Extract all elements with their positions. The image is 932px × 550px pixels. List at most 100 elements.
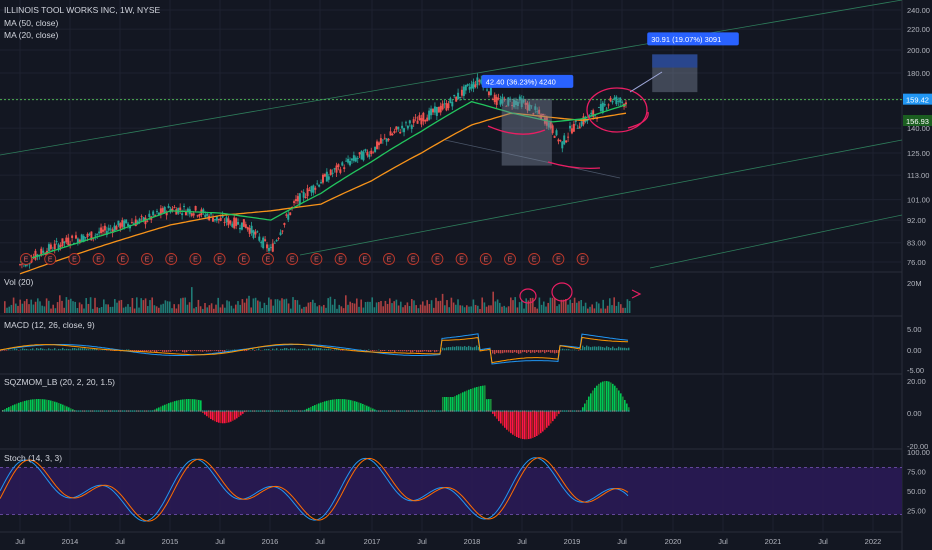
candle[interactable] <box>329 168 332 176</box>
candle[interactable] <box>624 100 627 108</box>
candle[interactable] <box>285 212 288 218</box>
earnings-marker[interactable]: E <box>189 253 202 265</box>
candle[interactable] <box>267 244 270 255</box>
candle[interactable] <box>530 105 533 109</box>
candle[interactable] <box>389 127 392 136</box>
candle[interactable] <box>130 218 133 224</box>
candle[interactable] <box>524 99 527 109</box>
candle[interactable] <box>499 95 502 107</box>
candle[interactable] <box>437 106 440 113</box>
candle[interactable] <box>416 116 419 124</box>
candle[interactable] <box>335 162 338 177</box>
candle[interactable] <box>266 241 269 252</box>
price-axis[interactable]: 240.00220.00200.00180.00160.00140.00125.… <box>903 6 932 267</box>
candle[interactable] <box>256 230 259 233</box>
candle[interactable] <box>260 240 263 248</box>
candle[interactable] <box>196 214 199 218</box>
candle[interactable] <box>459 96 462 101</box>
candle[interactable] <box>426 114 429 122</box>
candle[interactable] <box>470 80 473 92</box>
earnings-marker[interactable]: E <box>262 253 274 265</box>
candle[interactable] <box>555 128 558 137</box>
time-axis[interactable]: Jul 2014 Jul 2015 Jul 2016 Jul 2017 Jul 2018 Jul 20… <box>15 537 881 546</box>
earnings-marker[interactable]: E <box>431 253 444 265</box>
candle[interactable] <box>144 215 147 229</box>
candle[interactable] <box>184 209 187 216</box>
candle[interactable] <box>572 121 575 133</box>
candle[interactable] <box>487 90 490 98</box>
candle[interactable] <box>379 134 382 145</box>
candle[interactable] <box>433 102 436 116</box>
candle[interactable] <box>293 199 296 206</box>
candle[interactable] <box>493 92 496 105</box>
candle[interactable] <box>455 96 458 102</box>
candle[interactable] <box>547 121 550 130</box>
candle[interactable] <box>325 168 328 182</box>
candle[interactable] <box>360 150 363 160</box>
candle[interactable] <box>418 112 421 121</box>
candle[interactable] <box>489 87 492 96</box>
candle[interactable] <box>516 99 519 110</box>
candle[interactable] <box>376 139 379 150</box>
candle[interactable] <box>449 96 452 104</box>
earnings-marker[interactable]: E <box>455 253 468 265</box>
squeeze-momentum-pane[interactable]: 20.000.00-20.00 <box>2 377 928 451</box>
candle[interactable] <box>233 214 236 230</box>
candle[interactable] <box>314 185 317 194</box>
candle[interactable] <box>569 121 572 132</box>
candle[interactable] <box>549 120 552 130</box>
candle[interactable] <box>364 148 367 153</box>
candle[interactable] <box>453 94 456 99</box>
candle[interactable] <box>395 126 398 133</box>
candle[interactable] <box>198 213 201 219</box>
candle[interactable] <box>553 135 556 138</box>
candle[interactable] <box>528 101 531 111</box>
candle[interactable] <box>536 107 539 115</box>
candle[interactable] <box>152 210 155 217</box>
earnings-marker[interactable]: E <box>552 253 565 265</box>
candle[interactable] <box>424 119 427 124</box>
candle[interactable] <box>495 94 498 109</box>
candle[interactable] <box>156 208 159 215</box>
candle[interactable] <box>55 237 58 245</box>
earnings-marker[interactable]: E <box>528 253 541 265</box>
candle[interactable] <box>250 221 253 236</box>
candle[interactable] <box>559 139 562 143</box>
candle[interactable] <box>343 164 346 173</box>
candle[interactable] <box>323 173 326 178</box>
candle[interactable] <box>358 152 361 159</box>
candle[interactable] <box>300 190 303 193</box>
candle[interactable] <box>385 138 388 146</box>
candle[interactable] <box>374 146 377 153</box>
candle[interactable] <box>316 180 319 186</box>
candle[interactable] <box>215 216 218 223</box>
candle[interactable] <box>231 221 234 228</box>
candle[interactable] <box>161 206 164 213</box>
candle[interactable] <box>235 217 238 230</box>
candle[interactable] <box>468 83 471 93</box>
candle[interactable] <box>167 203 170 209</box>
candle[interactable] <box>94 233 97 241</box>
candle[interactable] <box>331 169 334 178</box>
candle[interactable] <box>237 218 240 226</box>
candle[interactable] <box>107 224 110 235</box>
earnings-marker[interactable]: E <box>358 253 371 265</box>
candle[interactable] <box>410 124 413 133</box>
candle[interactable] <box>281 230 284 235</box>
candle[interactable] <box>439 102 442 116</box>
candle[interactable] <box>514 97 517 110</box>
earnings-marker[interactable]: E <box>20 253 32 265</box>
candle[interactable] <box>217 218 220 224</box>
candle[interactable] <box>159 205 162 219</box>
candle[interactable] <box>333 167 336 173</box>
candle[interactable] <box>513 97 516 109</box>
candle[interactable] <box>306 184 309 200</box>
earnings-marker[interactable]: E <box>310 253 323 265</box>
candle[interactable] <box>478 78 481 86</box>
candle[interactable] <box>522 95 525 104</box>
candle[interactable] <box>262 236 265 250</box>
candle[interactable] <box>19 263 21 267</box>
candle[interactable] <box>71 234 74 242</box>
candle[interactable] <box>563 132 566 146</box>
